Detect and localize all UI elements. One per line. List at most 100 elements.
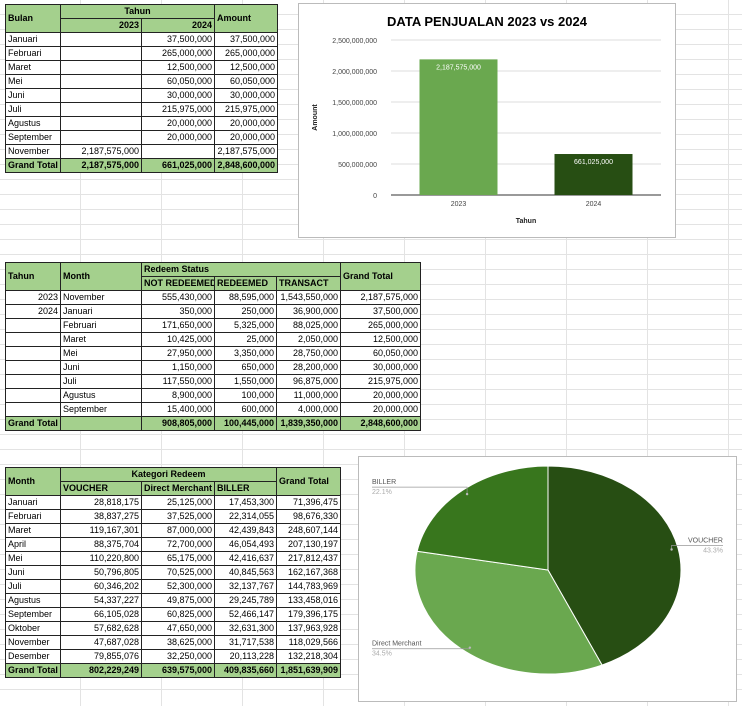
cell: 2024 xyxy=(140,18,216,33)
cell: 87,000,000 xyxy=(141,523,215,538)
cell: 117,550,000 xyxy=(141,374,215,389)
cell: Juli xyxy=(5,579,61,594)
pie-slice xyxy=(547,465,682,666)
pie-chart: VOUCHER 43.3% Direct Merchant 34.5% BILLER 22… xyxy=(372,465,723,675)
cell: 110,220,800 xyxy=(60,551,142,566)
cell: 600,000 xyxy=(214,402,277,417)
cell: 265,000,000 xyxy=(140,46,216,61)
cell: Juni xyxy=(60,360,142,375)
cell: Amount xyxy=(214,4,279,33)
cell: Agustus xyxy=(5,116,61,131)
cell: 37,500,000 xyxy=(140,32,216,47)
cell: 88,375,704 xyxy=(60,537,142,552)
cell: Desember xyxy=(5,649,61,664)
cell: Februari xyxy=(60,318,142,333)
cell: 2,187,575,000 xyxy=(340,290,421,305)
cell: 47,687,028 xyxy=(60,635,142,650)
header-row: Tahun Month Redeem Status Grand Total xyxy=(5,262,421,291)
row: Maret 10,425,000 25,000 2,050,000 12,500,000 xyxy=(5,332,421,347)
cell: 22,314,055 xyxy=(214,509,277,524)
pie-value-label: 43.3% xyxy=(703,547,723,554)
cell: 38,837,275 xyxy=(60,509,142,524)
cell: 1,550,000 xyxy=(214,374,277,389)
cell: 17,453,300 xyxy=(214,495,277,510)
cell: 11,000,000 xyxy=(276,388,341,403)
cell: Month xyxy=(60,262,142,291)
pie-label: BILLER xyxy=(372,479,396,486)
pie-value-label: 34.5% xyxy=(372,651,392,658)
cell: 1,150,000 xyxy=(141,360,215,375)
leader-dot xyxy=(465,492,469,496)
cell: 28,818,175 xyxy=(60,495,142,510)
cell: 20,000,000 xyxy=(340,388,421,403)
leader-line xyxy=(372,486,468,495)
cell: 2,848,600,000 xyxy=(340,416,421,431)
cell: Agustus xyxy=(5,593,61,608)
cell: 215,975,000 xyxy=(140,102,216,117)
x-tick-label: 2024 xyxy=(586,201,602,208)
cell: 42,416,637 xyxy=(214,551,277,566)
cell: November xyxy=(5,144,61,159)
row: Juni 30,000,000 30,000,000 xyxy=(5,88,279,103)
cell: 12,500,000 xyxy=(340,332,421,347)
pie-label: VOUCHER xyxy=(688,537,723,544)
cell: 2023 xyxy=(60,18,142,33)
cell: 137,963,928 xyxy=(276,621,341,636)
cell: 50,796,805 xyxy=(60,565,142,580)
cell: 60,825,000 xyxy=(141,607,215,622)
cell: 650,000 xyxy=(214,360,277,375)
cell: Bulan xyxy=(5,4,61,33)
cell: Grand Total xyxy=(5,663,61,678)
row: Mei 110,220,800 65,175,000 42,416,637 217,81… xyxy=(5,551,341,566)
cell: 248,607,144 xyxy=(276,523,341,538)
cell xyxy=(5,402,61,417)
cell: 57,682,628 xyxy=(60,621,142,636)
cell: 52,300,000 xyxy=(141,579,215,594)
cell: 250,000 xyxy=(214,304,277,319)
cell: 2,187,575,000 xyxy=(60,158,142,173)
header-row: VOUCHER Direct Merchant BILLER xyxy=(6,481,341,496)
row: Juni 50,796,805 70,525,000 40,845,563 162,16… xyxy=(5,565,341,580)
row: Januari 28,818,175 25,125,000 17,453,300 71,… xyxy=(5,495,341,510)
cell: 36,900,000 xyxy=(276,304,341,319)
cell: November xyxy=(5,635,61,650)
cell xyxy=(5,374,61,389)
cell: 132,218,304 xyxy=(276,649,341,664)
cell: 28,750,000 xyxy=(276,346,341,361)
redeem-status-table: Tahun Month Redeem Status Grand Total NOT RE… xyxy=(5,262,421,431)
cell: 60,050,000 xyxy=(214,74,279,89)
cell: 20,000,000 xyxy=(340,402,421,417)
cell: Mei xyxy=(5,551,61,566)
row: Juli 60,346,202 52,300,000 32,137,767 144,78… xyxy=(5,579,341,594)
cell xyxy=(5,346,61,361)
cell: 88,595,000 xyxy=(214,290,277,305)
cell: 118,029,566 xyxy=(276,635,341,650)
cell: Februari xyxy=(5,46,61,61)
cell xyxy=(60,116,142,131)
cell: 20,113,228 xyxy=(214,649,277,664)
cell: 79,855,076 xyxy=(60,649,142,664)
pie-value-label: 22.1% xyxy=(372,489,392,496)
cell xyxy=(60,32,142,47)
cell: 133,458,016 xyxy=(276,593,341,608)
pie-chart-box: VOUCHER 43.3% Direct Merchant 34.5% BILLER 22… xyxy=(358,456,737,702)
cell: 217,812,437 xyxy=(276,551,341,566)
cell: 38,625,000 xyxy=(141,635,215,650)
cell: Februari xyxy=(5,509,61,524)
row: Juni 1,150,000 650,000 28,200,000 30,000,000 xyxy=(5,360,421,375)
cell: Grand Total xyxy=(5,416,61,431)
data-label: 661,025,000 xyxy=(574,159,613,166)
row: Juli 117,550,000 1,550,000 96,875,000 215,97… xyxy=(5,374,421,389)
row: Agustus 20,000,000 20,000,000 xyxy=(5,116,279,131)
y-tick-label: 1,500,000,000 xyxy=(332,100,377,107)
cell: Grand Total xyxy=(340,262,421,291)
redeem-category-table: Month Kategori Redeem Grand Total VOUCHER Di… xyxy=(5,467,341,678)
cell: 20,000,000 xyxy=(214,130,279,145)
y-tick-label: 0 xyxy=(373,193,377,200)
cell: 15,400,000 xyxy=(141,402,215,417)
cell: 639,575,000 xyxy=(141,663,215,678)
cell: Juni xyxy=(5,565,61,580)
cell: Januari xyxy=(5,32,61,47)
row: November 2,187,575,000 2,187,575,000 xyxy=(5,144,279,159)
row: Februari 171,650,000 5,325,000 88,025,000 26… xyxy=(5,318,421,333)
